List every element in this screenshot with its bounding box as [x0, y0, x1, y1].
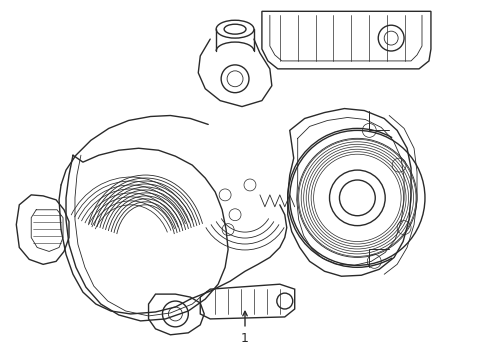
Text: 1: 1: [241, 332, 249, 345]
